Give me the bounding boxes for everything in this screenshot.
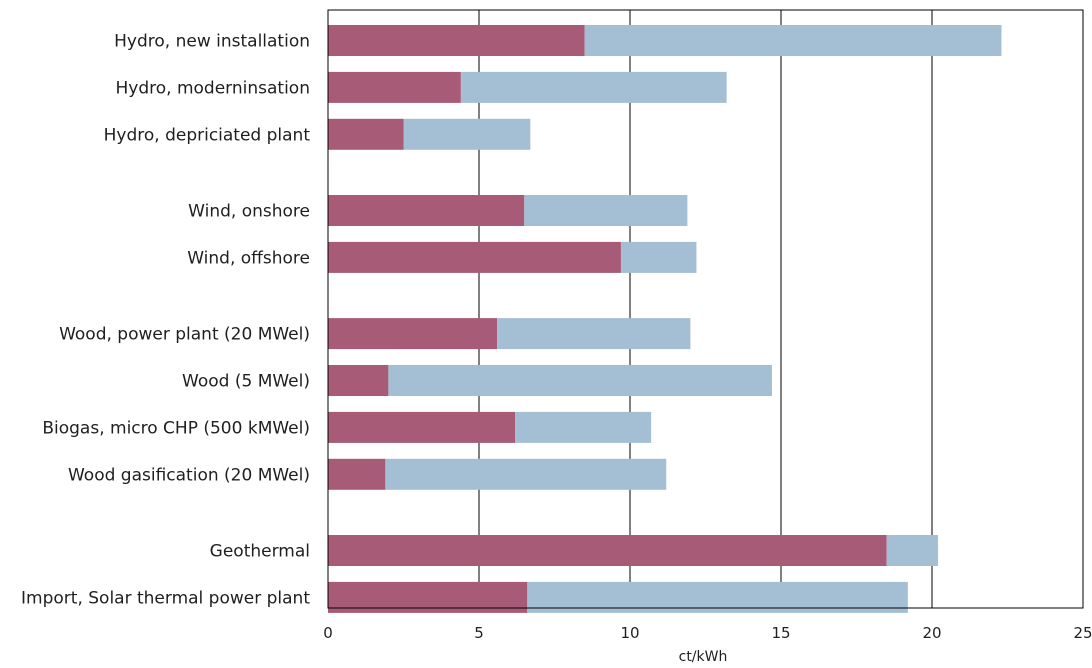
bar-segment-1 xyxy=(328,411,516,443)
bar-segment-1 xyxy=(328,118,404,150)
bar-segment-2 xyxy=(385,458,667,490)
category-label: Wood gasification (20 MWel) xyxy=(68,465,310,485)
bar-segment-2 xyxy=(403,118,531,150)
x-tick-label: 15 xyxy=(771,624,790,642)
bar-segment-2 xyxy=(524,195,688,226)
bar-segment-2 xyxy=(497,318,691,350)
bar-segment-1 xyxy=(328,241,621,273)
bar-segment-1 xyxy=(328,318,498,350)
bar-segment-1 xyxy=(328,458,386,490)
bar-segment-2 xyxy=(515,411,652,443)
category-label: Wood (5 MWel) xyxy=(182,372,310,392)
bar-segment-1 xyxy=(328,25,585,56)
category-label: Wood, power plant (20 MWel) xyxy=(59,325,310,345)
bar-segment-1 xyxy=(328,535,887,566)
category-label: Geothermal xyxy=(210,542,310,562)
x-tick-label: 10 xyxy=(620,624,639,642)
category-label: Biogas, micro CHP (500 kMWel) xyxy=(42,418,310,438)
bar-segment-1 xyxy=(328,71,461,103)
bar-segment-1 xyxy=(328,365,389,396)
bar-segment-2 xyxy=(460,71,727,103)
x-tick-label: 25 xyxy=(1073,624,1092,642)
bar-segment-2 xyxy=(388,365,772,396)
x-axis-title: ct/kWh xyxy=(679,649,728,665)
category-label: Wind, offshore xyxy=(187,248,310,268)
category-label: Hydro, moderninsation xyxy=(116,78,310,98)
x-tick-label: 20 xyxy=(922,624,941,642)
bar-segment-2 xyxy=(584,25,1002,56)
category-label: Import, Solar thermal power plant xyxy=(21,588,310,608)
x-tick-label: 0 xyxy=(323,624,333,642)
category-label: Wind, onshore xyxy=(188,202,310,222)
category-label: Hydro, new installation xyxy=(114,32,310,52)
bar-segment-2 xyxy=(886,535,939,566)
plot-frame xyxy=(327,9,1084,609)
bar-segment-2 xyxy=(620,241,697,273)
bar-segment-1 xyxy=(328,195,525,226)
category-label: Hydro, depriciated plant xyxy=(104,125,311,145)
x-tick-label: 5 xyxy=(474,624,484,642)
